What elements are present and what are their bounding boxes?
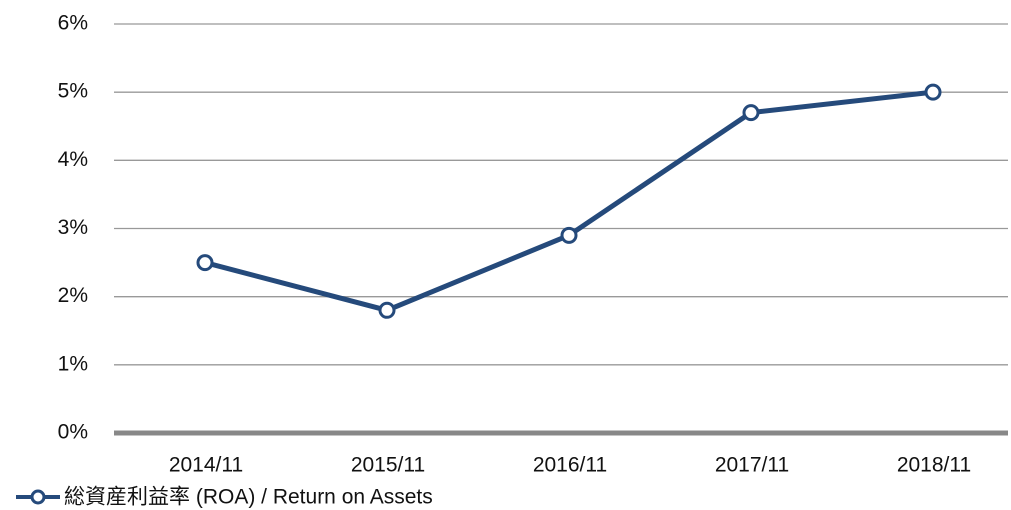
line <box>204 89 934 313</box>
x-tick-label: 2014/11 <box>169 454 243 477</box>
point <box>924 83 942 101</box>
y-tick-label: 6% <box>58 12 88 35</box>
point <box>196 254 214 272</box>
legend-label: 総資産利益率 (ROA) / Return on Assets <box>64 486 433 509</box>
point <box>742 104 760 122</box>
x-tick-label: 2015/11 <box>351 454 425 477</box>
x-tick-label: 2016/11 <box>533 454 607 477</box>
x-tick-label: 2018/11 <box>897 454 971 477</box>
point <box>378 301 396 319</box>
point <box>560 226 578 244</box>
y-tick-label: 4% <box>58 148 88 171</box>
y-tick-label: 0% <box>58 421 88 444</box>
y-tick-label: 3% <box>58 216 88 239</box>
y-tick-label: 5% <box>58 80 88 103</box>
x-tick-label: 2017/11 <box>715 454 789 477</box>
y-tick-label: 2% <box>58 284 88 307</box>
y-tick-label: 1% <box>58 352 88 375</box>
legend-marker <box>30 489 46 505</box>
